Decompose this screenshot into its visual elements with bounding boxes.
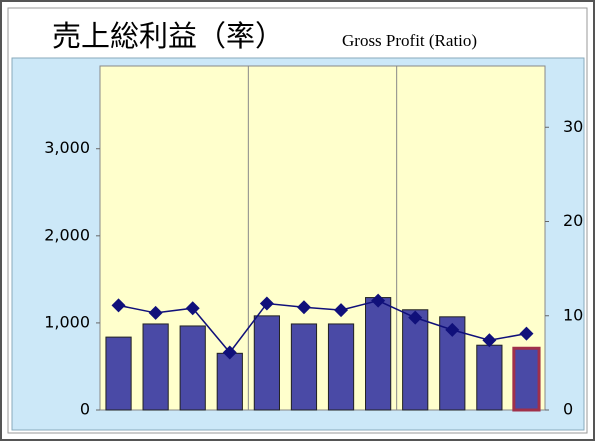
marker: [185, 301, 200, 316]
bar: [179, 325, 206, 411]
bar: [365, 297, 392, 411]
bar: [253, 315, 280, 411]
bar: [142, 323, 169, 411]
y-tick-label: 0: [80, 400, 90, 419]
marker: [445, 322, 460, 337]
marker: [296, 300, 311, 315]
y2-tick-label: 10: [563, 305, 583, 324]
marker: [148, 305, 163, 320]
y2-tick-label: 20: [563, 211, 583, 230]
marker: [334, 303, 349, 318]
bar: [327, 323, 355, 411]
y2-tick-label: 0: [563, 400, 573, 419]
marker: [482, 333, 497, 348]
marker: [519, 326, 534, 341]
bar: [105, 336, 132, 411]
y-tick-label: 3,000: [44, 138, 90, 157]
chart-title: 売上総利益（率）: [52, 19, 284, 53]
chart-subtitle: Gross Profit (Ratio): [342, 31, 477, 50]
plot-area: [99, 65, 546, 411]
bar: [402, 309, 429, 411]
bar: [290, 323, 318, 411]
marker: [111, 298, 126, 313]
marker: [371, 293, 386, 308]
bar: [512, 346, 541, 412]
y2-tick-label: 30: [563, 117, 583, 136]
y-tick-label: 2,000: [44, 225, 90, 244]
bar: [476, 344, 503, 411]
marker: [408, 310, 423, 325]
marker: [259, 296, 274, 311]
marker: [222, 345, 237, 360]
bar: [216, 352, 243, 411]
y-tick-label: 1,000: [44, 312, 90, 331]
